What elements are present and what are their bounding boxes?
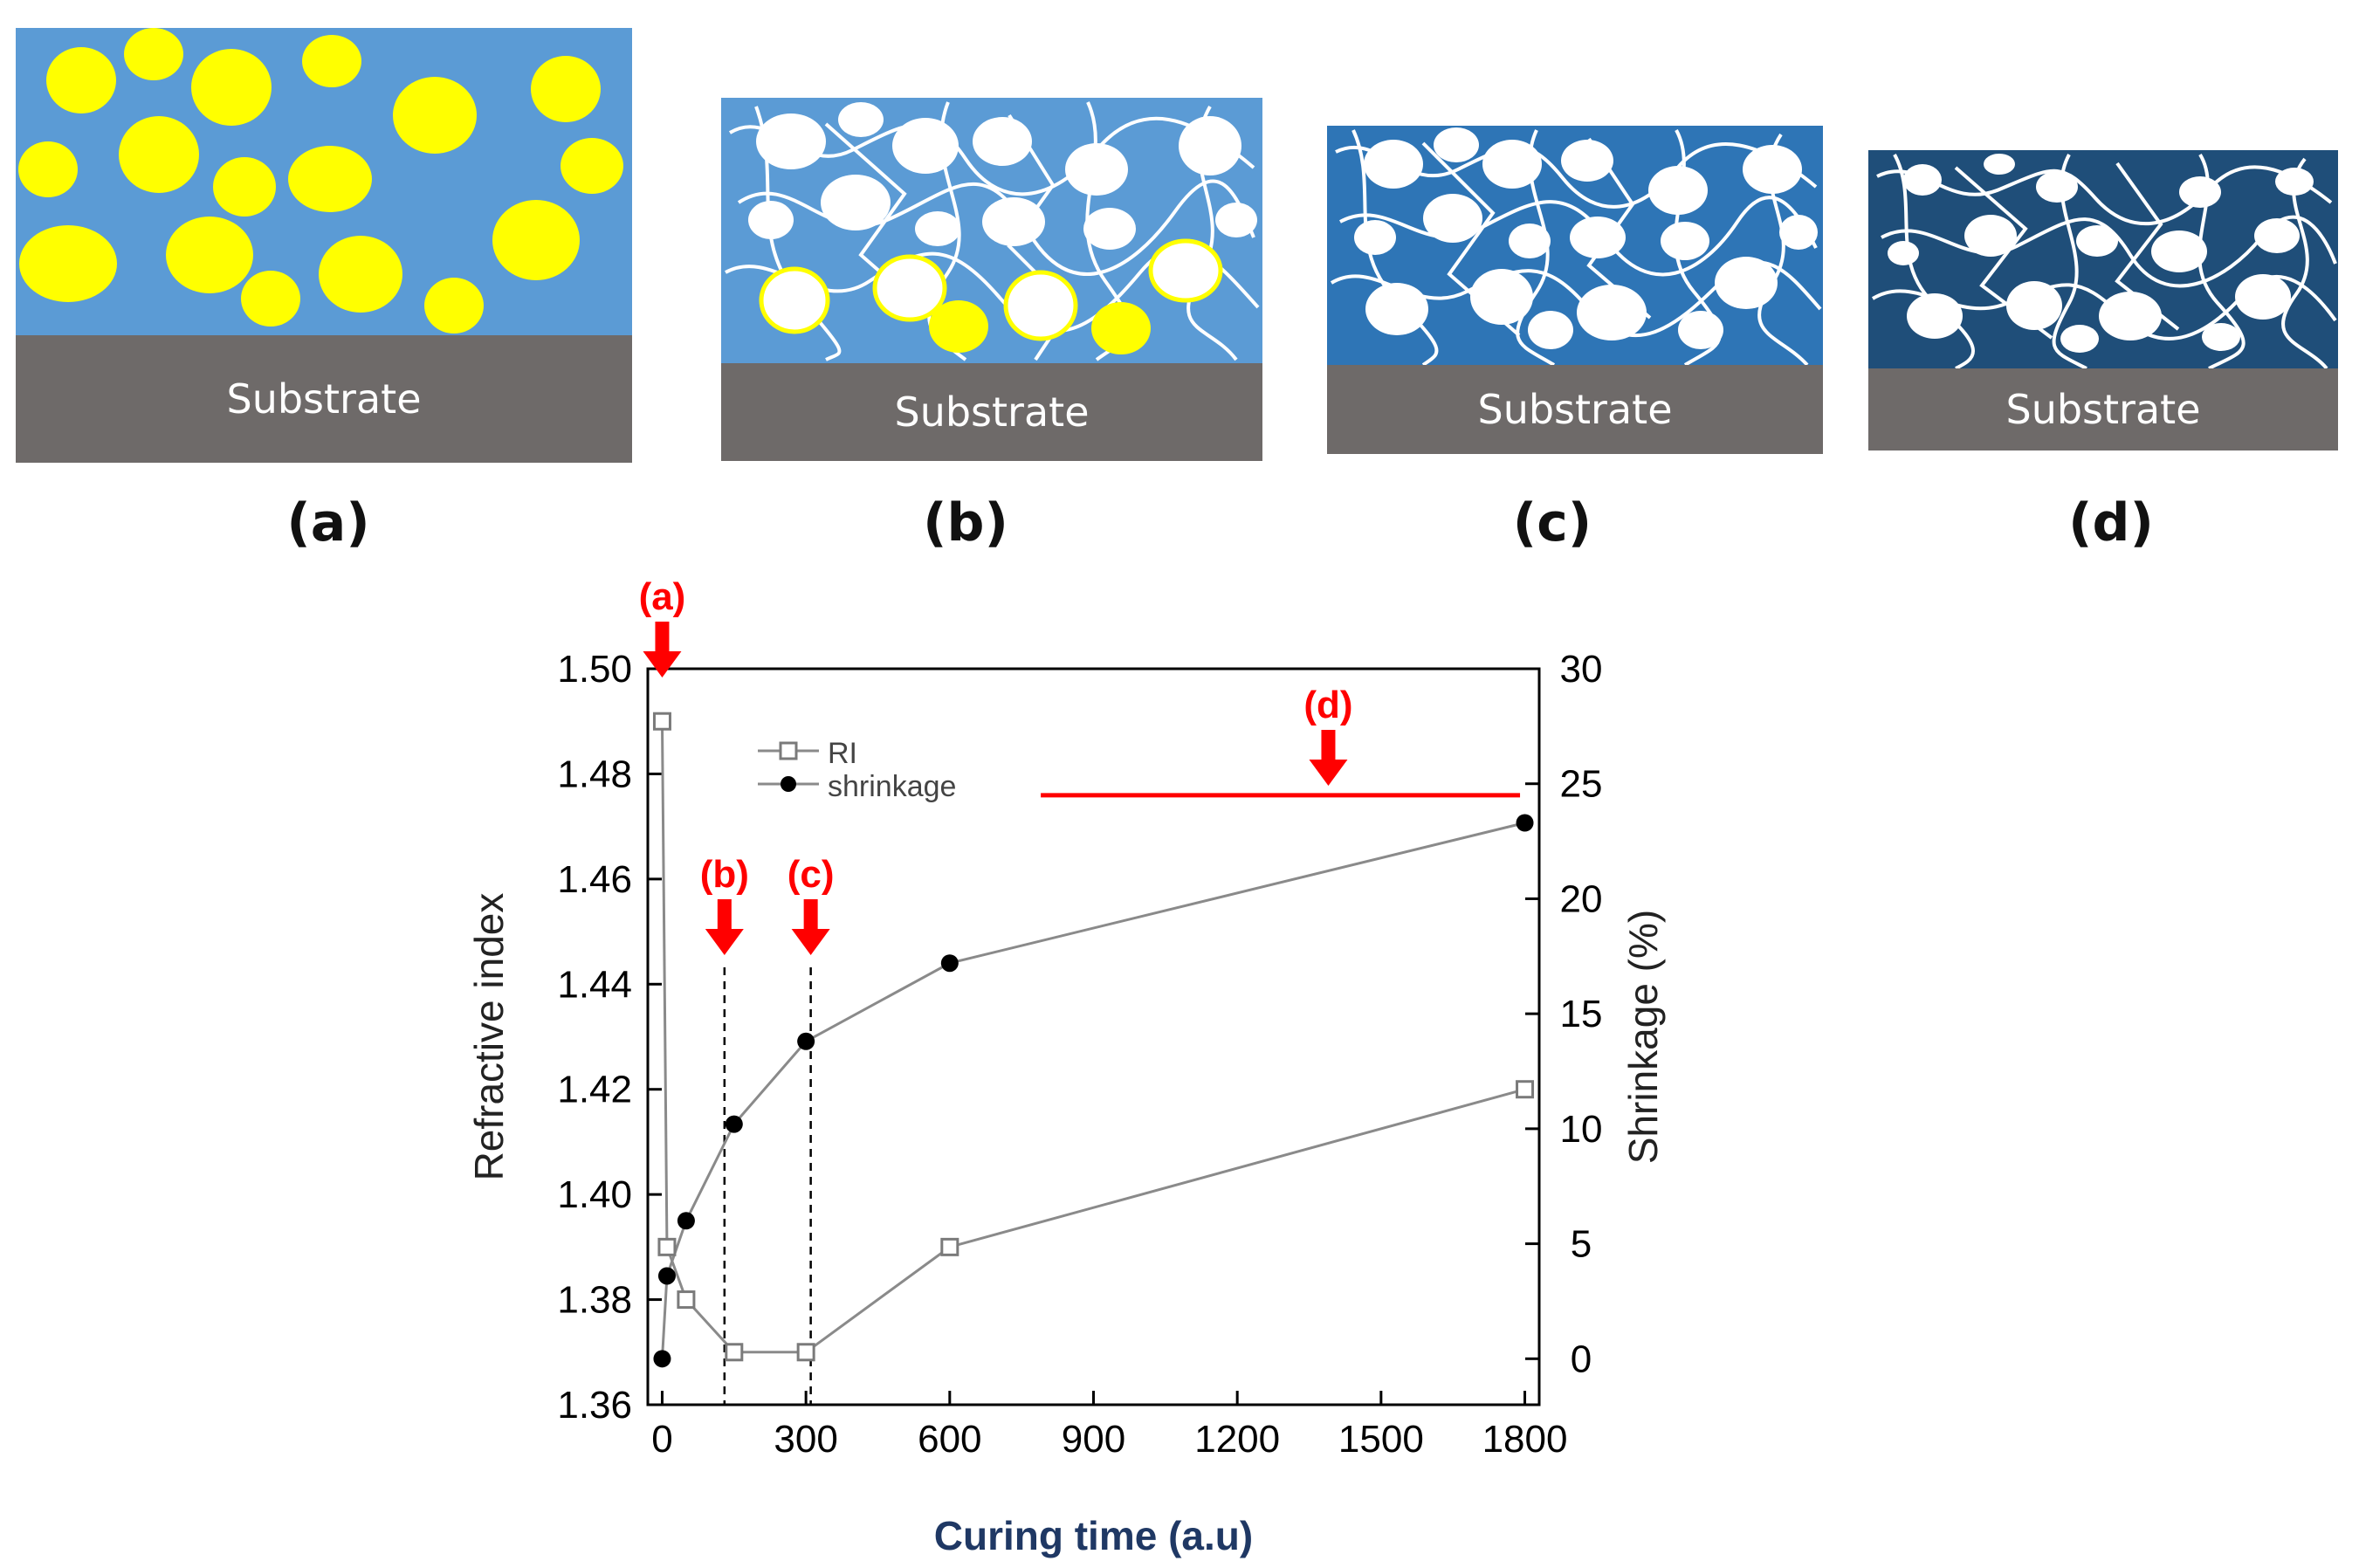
panel-label-a: (a) — [286, 492, 370, 554]
y2-tick-label: 15 — [1560, 993, 1603, 1035]
marker-label: (b) — [700, 853, 749, 896]
panel-d: Substrate — [1868, 150, 2338, 450]
legend-ri-label: RI — [828, 737, 857, 770]
y-tick-label: 1.50 — [557, 648, 632, 691]
film-layer-a — [16, 28, 632, 335]
ri-point — [1516, 1080, 1535, 1099]
marker-arrow-shaft — [655, 622, 670, 653]
plot-frame — [646, 667, 1541, 1406]
ri-line — [660, 721, 1525, 1354]
panel-a: Substrate — [16, 28, 632, 463]
shrinkage-point — [797, 1032, 815, 1050]
ri-point — [796, 1343, 815, 1362]
x-tick-label: 1500 — [1338, 1418, 1424, 1461]
marker-label: (d) — [1303, 684, 1352, 726]
film-d-illustration — [1868, 150, 2338, 368]
ri-point — [677, 1290, 696, 1310]
y-tick-label: 1.40 — [557, 1173, 632, 1216]
shrinkage-point — [657, 1267, 676, 1285]
x-tick-label: 1200 — [1194, 1418, 1280, 1461]
y-tick-label: 1.42 — [557, 1069, 632, 1111]
yellow-rimmed-pores — [759, 238, 1223, 341]
white-pores-c — [1354, 127, 1818, 349]
ri-point — [725, 1343, 744, 1362]
y-tick-label: 1.48 — [557, 753, 632, 795]
marker-arrow-head — [791, 929, 830, 955]
film-b-illustration — [721, 98, 1262, 363]
film-a-illustration — [16, 28, 632, 335]
yellow-particles-b — [929, 300, 1151, 354]
white-pores — [748, 102, 1257, 250]
shrinkage-point — [653, 1350, 671, 1368]
shrinkage-point — [940, 954, 959, 973]
legend-shrinkage-label: shrinkage — [828, 770, 956, 803]
x-tick-label: 0 — [651, 1418, 672, 1461]
film-layer-b — [721, 98, 1262, 363]
marker-arrow-head — [643, 651, 682, 677]
y-tick-label: 1.36 — [557, 1384, 632, 1427]
y2-tick-label: 20 — [1560, 877, 1603, 920]
panel-b: Substrate — [721, 98, 1262, 461]
y-axis-label: Refractive index — [466, 893, 512, 1181]
marker-label: (c) — [787, 853, 835, 896]
shrinkage-point — [677, 1212, 695, 1230]
marker-arrow-shaft — [1321, 730, 1336, 761]
y-tick-label: 1.38 — [557, 1279, 632, 1322]
x-tick-label: 300 — [774, 1418, 837, 1461]
legend-ri-marker — [779, 741, 798, 760]
x-tick-label: 900 — [1062, 1418, 1125, 1461]
y2-tick-label: 30 — [1560, 648, 1603, 691]
y-tick-label: 1.46 — [557, 858, 632, 901]
x-tick-label: 1800 — [1482, 1418, 1568, 1461]
marker-arrow-head — [705, 929, 744, 955]
substrate-a: Substrate — [16, 335, 632, 463]
substrate-b: Substrate — [721, 363, 1262, 461]
white-pores-d — [1888, 154, 2314, 353]
marker-arrow-head — [1309, 760, 1348, 786]
ri-point — [657, 1237, 677, 1256]
y2-tick-label: 25 — [1560, 763, 1603, 806]
shrinkage-point — [725, 1115, 743, 1133]
panel-c: Substrate — [1327, 126, 1823, 454]
marker-arrow-shaft — [803, 899, 818, 931]
marker-arrow-shaft — [717, 899, 732, 931]
y-tick-label: 1.44 — [557, 963, 632, 1006]
substrate-d: Substrate — [1868, 368, 2338, 450]
yellow-particles — [18, 28, 623, 334]
film-layer-c — [1327, 126, 1823, 365]
x-tick-label: 600 — [918, 1418, 981, 1461]
panel-label-b: (b) — [923, 492, 1008, 554]
marker-label: (a) — [639, 575, 686, 618]
ri-point — [940, 1237, 959, 1256]
film-layer-d — [1868, 150, 2338, 368]
panel-label-c: (c) — [1512, 492, 1592, 554]
shrinkage-point — [1516, 814, 1534, 832]
film-c-illustration — [1327, 126, 1823, 365]
shrinkage-line — [660, 822, 1525, 1359]
x-axis-label: Curing time (a.u) — [934, 1513, 1253, 1558]
y2-tick-label: 0 — [1571, 1338, 1592, 1380]
panel-label-d: (d) — [2068, 492, 2154, 554]
y2-axis-label: Shrinkage (%) — [1620, 910, 1666, 1164]
legend-shrinkage-marker — [781, 776, 796, 792]
substrate-c: Substrate — [1327, 365, 1823, 454]
y2-tick-label: 10 — [1560, 1108, 1603, 1151]
y2-tick-label: 5 — [1571, 1223, 1592, 1266]
ri-point — [652, 712, 671, 731]
